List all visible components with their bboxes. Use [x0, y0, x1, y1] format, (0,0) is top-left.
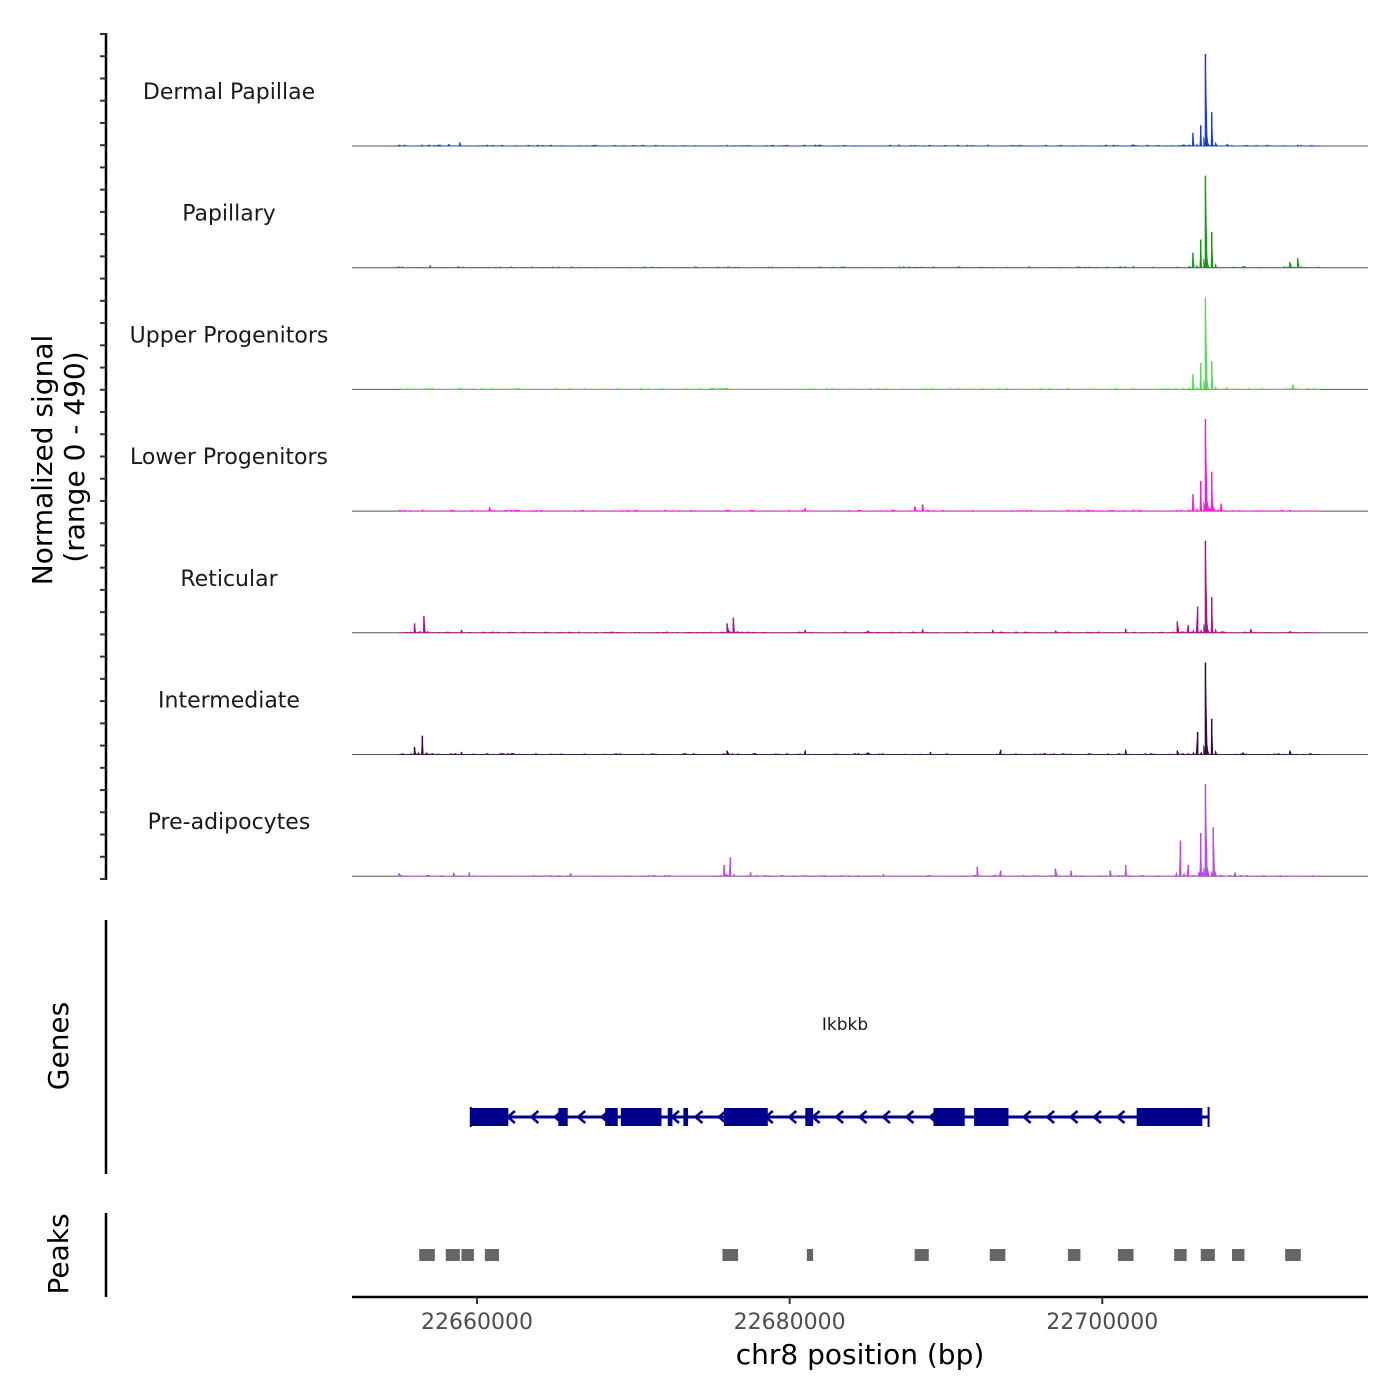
track-upper-progenitors: Upper Progenitors: [130, 297, 1368, 390]
strand-arrow: [787, 1110, 798, 1124]
peak-region: [722, 1249, 739, 1261]
track-papillary: Papillary: [182, 175, 1368, 269]
track-reticular: Reticular: [180, 540, 1368, 634]
peak-region: [1067, 1249, 1081, 1261]
strand-arrow: [529, 1110, 540, 1124]
strand-arrow: [857, 1110, 868, 1124]
gene-exon: [620, 1108, 662, 1126]
peak-region: [1174, 1249, 1187, 1261]
left-axes: [100, 33, 108, 880]
track-pre-adipocytes: Pre-adipocytes: [148, 784, 1368, 877]
gene-exon: [683, 1108, 689, 1126]
strand-arrow: [576, 1110, 587, 1124]
signal-area: [394, 175, 1322, 269]
signal-area: [394, 53, 1322, 147]
peak-region: [1285, 1249, 1301, 1261]
gene-exon: [605, 1108, 618, 1126]
strand-arrow: [1021, 1110, 1032, 1124]
y-axis-title-line2: (range 0 - 490): [58, 351, 91, 562]
peaks-panel: [104, 1213, 1301, 1297]
strand-arrow: [1045, 1110, 1055, 1124]
signal-area: [398, 540, 1322, 634]
signal-area: [398, 297, 1322, 390]
x-tick-label: 22680000: [734, 1310, 846, 1335]
signal-area: [398, 662, 1322, 755]
peaks-axis-title: Peaks: [42, 1213, 75, 1294]
peak-region: [806, 1249, 814, 1261]
x-axis-title: chr8 position (bp): [736, 1338, 985, 1371]
strand-arrow: [693, 1110, 704, 1124]
gene-exon: [1136, 1108, 1203, 1126]
track-label: Reticular: [180, 567, 278, 592]
track-label: Intermediate: [158, 689, 300, 714]
peak-region: [989, 1249, 1006, 1261]
track-label: Lower Progenitors: [130, 445, 328, 470]
strand-arrow: [716, 1110, 727, 1124]
signal-area: [398, 419, 1322, 512]
peak-region: [445, 1249, 460, 1261]
peak-region: [914, 1249, 929, 1261]
genes-axis-title: Genes: [42, 1002, 75, 1090]
peak-region: [419, 1249, 435, 1261]
gene-exon: [724, 1108, 768, 1126]
gene-exon: [558, 1108, 568, 1126]
strand-arrow: [834, 1110, 844, 1124]
x-tick-label: 22700000: [1046, 1310, 1158, 1335]
gene-label: Ikbkb: [822, 1015, 868, 1035]
gene-exon: [667, 1108, 673, 1126]
track-dermal-papillae: Dermal Papillae: [143, 53, 1368, 147]
track-label: Dermal Papillae: [143, 80, 315, 105]
strand-arrow: [1068, 1110, 1079, 1124]
strand-arrow: [1115, 1110, 1126, 1124]
gene-exon: [805, 1108, 814, 1126]
y-axis-title-line1: Normalized signal: [26, 335, 59, 586]
gene-exon: [470, 1108, 509, 1126]
track-label: Upper Progenitors: [130, 323, 329, 348]
x-axis: 22660000 22680000 22700000: [352, 1295, 1368, 1335]
track-label: Pre-adipocytes: [148, 810, 311, 835]
genes-panel: Ikbkb: [104, 920, 1210, 1174]
peak-region: [1117, 1249, 1134, 1261]
peak-region: [484, 1249, 499, 1261]
strand-arrow: [904, 1110, 915, 1124]
strand-arrow: [1092, 1110, 1102, 1124]
strand-arrow: [881, 1110, 891, 1124]
x-tick-label: 22660000: [421, 1310, 533, 1335]
gene-exon: [933, 1108, 965, 1126]
coverage-tracks: Dermal Papillae Papillary Upper Progenitor…: [130, 53, 1368, 877]
peak-region: [1200, 1249, 1215, 1261]
gene-exon: [974, 1108, 1009, 1126]
track-lower-progenitors: Lower Progenitors: [130, 419, 1368, 512]
track-intermediate: Intermediate: [158, 662, 1368, 755]
signal-area: [394, 784, 1322, 877]
peak-region: [461, 1249, 474, 1261]
peak-region: [1232, 1249, 1245, 1261]
track-label: Papillary: [182, 202, 276, 227]
